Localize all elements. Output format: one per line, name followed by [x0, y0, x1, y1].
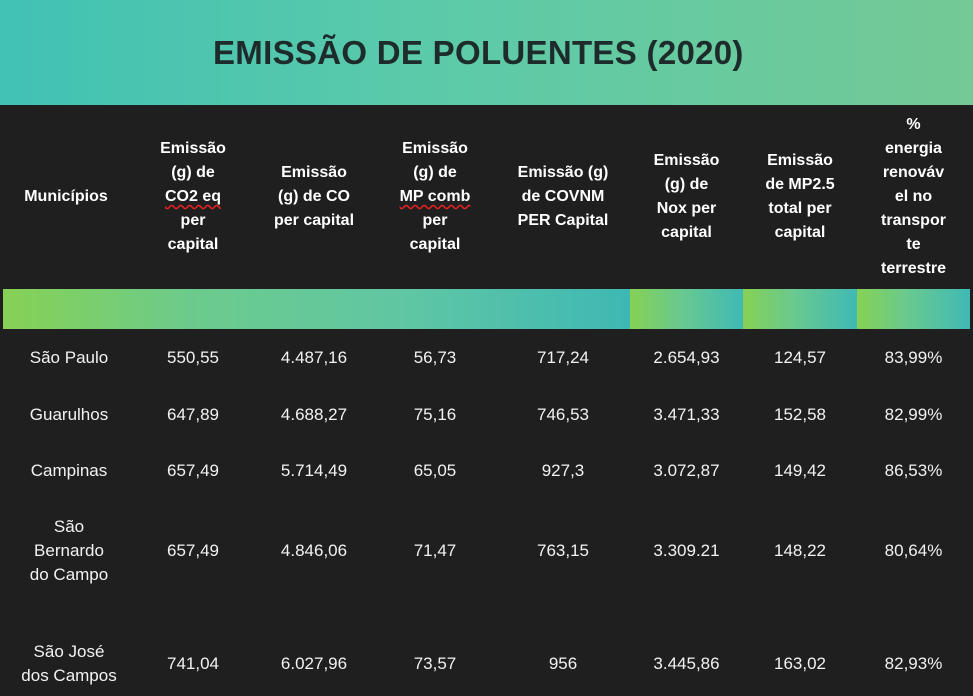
table-cell: 5.714,49	[280, 461, 348, 480]
emissions-table: Municípios Emissão (g) de CO2 eq per cap…	[0, 105, 973, 696]
header-municipios: Municípios	[0, 105, 132, 289]
header-line: capital	[774, 224, 826, 241]
cell-line: Guarulhos	[29, 405, 109, 424]
header-co2: Emissão (g) de CO2 eq per capital	[132, 105, 254, 289]
table-cell-municipio: São José dos Campos	[0, 638, 138, 690]
table-cell: 82,99%	[884, 405, 943, 424]
header-energia-renovavel: % energia renováv el no transpor te terr…	[857, 105, 970, 289]
header-divider-stripe	[3, 289, 630, 329]
cell-line: São	[53, 517, 85, 536]
table-cell-municipio: São Bernardo do Campo	[0, 513, 138, 589]
header-line: renováv	[882, 164, 945, 181]
table-cell-municipio: Guarulhos	[0, 400, 138, 430]
header-line: capital	[409, 236, 461, 253]
table-cell: 75,16	[413, 405, 457, 424]
header-co: Emissão (g) de CO per capital	[254, 105, 374, 289]
header-line: capital	[661, 224, 712, 241]
header-line: Nox per	[656, 200, 717, 217]
table-cell: 746,53	[537, 405, 589, 424]
table-cell: 6.027,96	[280, 654, 348, 673]
header-line: per capital	[273, 212, 355, 229]
header-line: Municípios	[24, 188, 108, 205]
header-divider-stripe	[630, 289, 743, 329]
header-line: de COVNM	[521, 188, 605, 205]
table-cell: 163,02	[774, 654, 826, 673]
cell-line: Campinas	[30, 461, 108, 480]
table-cell: 3.309.21	[653, 541, 720, 560]
table-cell: 124,57	[774, 348, 826, 367]
table-cell: 83,99%	[884, 348, 943, 367]
header-line: Emissão	[653, 152, 720, 169]
header-nox: Emissão (g) de Nox per capital	[630, 105, 743, 289]
header-line: de MP2.5	[765, 176, 835, 193]
header-line: Emissão (g)	[517, 164, 609, 181]
table-cell: 717,24	[537, 348, 589, 367]
table-cell: 657,49	[167, 541, 219, 560]
header-line: (g) de	[171, 164, 215, 181]
header-divider-stripe	[857, 289, 970, 329]
header-line: (g) de	[413, 164, 457, 181]
header-line: MP comb	[399, 188, 471, 205]
cell-line: dos Campos	[21, 666, 117, 685]
table-cell: 2.654,93	[653, 348, 720, 367]
header-mp-comb: Emissão (g) de MP comb per capital	[374, 105, 496, 289]
header-line: te	[906, 236, 921, 253]
header-line: Emissão	[402, 140, 468, 157]
table-cell: 3.445,86	[653, 654, 720, 673]
header-line: total per	[768, 200, 832, 217]
header-line: Emissão	[767, 152, 833, 169]
table-cell: 4.688,27	[280, 405, 348, 424]
table-cell: 82,93%	[884, 654, 943, 673]
table-cell: 80,64%	[884, 541, 943, 560]
table-cell: 763,15	[537, 541, 589, 560]
table-cell: 65,05	[413, 461, 457, 480]
header-line: CO2 eq	[164, 188, 221, 205]
table-cell: 550,55	[167, 348, 219, 367]
table-cell: 56,73	[413, 348, 457, 367]
table-cell: 152,58	[774, 405, 826, 424]
table-cell: 86,53%	[884, 461, 943, 480]
header-mp25: Emissão de MP2.5 total per capital	[743, 105, 857, 289]
header-line: (g) de CO	[278, 188, 350, 205]
header-line: capital	[167, 236, 219, 253]
header-covnm: Emissão (g) de COVNM PER Capital	[496, 105, 630, 289]
title-band: EMISSÃO DE POLUENTES (2020)	[0, 0, 973, 105]
header-line: Emissão	[281, 164, 347, 181]
header-line: transpor	[881, 212, 946, 229]
header-line: energia	[885, 140, 942, 157]
cell-line: do Campo	[29, 565, 109, 584]
table-cell: 956	[548, 654, 578, 673]
table-cell-municipio: São Paulo	[0, 343, 138, 373]
table-cell: 3.072,87	[653, 461, 720, 480]
header-line: Emissão	[160, 140, 226, 157]
table-cell: 657,49	[167, 461, 219, 480]
cell-line: São Paulo	[29, 348, 109, 367]
table-cell: 4.487,16	[280, 348, 348, 367]
table-cell: 4.846,06	[280, 541, 348, 560]
table-cell: 149,42	[774, 461, 826, 480]
table-cell-municipio: Campinas	[0, 456, 138, 486]
table-cell: 71,47	[413, 541, 457, 560]
table-cell: 741,04	[167, 654, 219, 673]
table-cell: 927,3	[541, 461, 585, 480]
table-cell: 73,57	[413, 654, 457, 673]
header-line: terrestre	[881, 260, 946, 277]
table-cell: 148,22	[774, 541, 826, 560]
cell-line: Bernardo	[34, 541, 104, 560]
header-divider-stripe	[743, 289, 857, 329]
header-line: PER Capital	[517, 212, 609, 229]
header-line: per	[180, 212, 206, 229]
table-cell: 647,89	[167, 405, 219, 424]
header-line: %	[906, 116, 921, 133]
header-line: el no	[894, 188, 933, 205]
header-line: (g) de	[664, 176, 709, 193]
header-line: per	[422, 212, 448, 229]
page-title: EMISSÃO DE POLUENTES (2020)	[213, 34, 744, 71]
table-cell: 3.471,33	[653, 405, 720, 424]
cell-line: São José	[33, 642, 105, 661]
